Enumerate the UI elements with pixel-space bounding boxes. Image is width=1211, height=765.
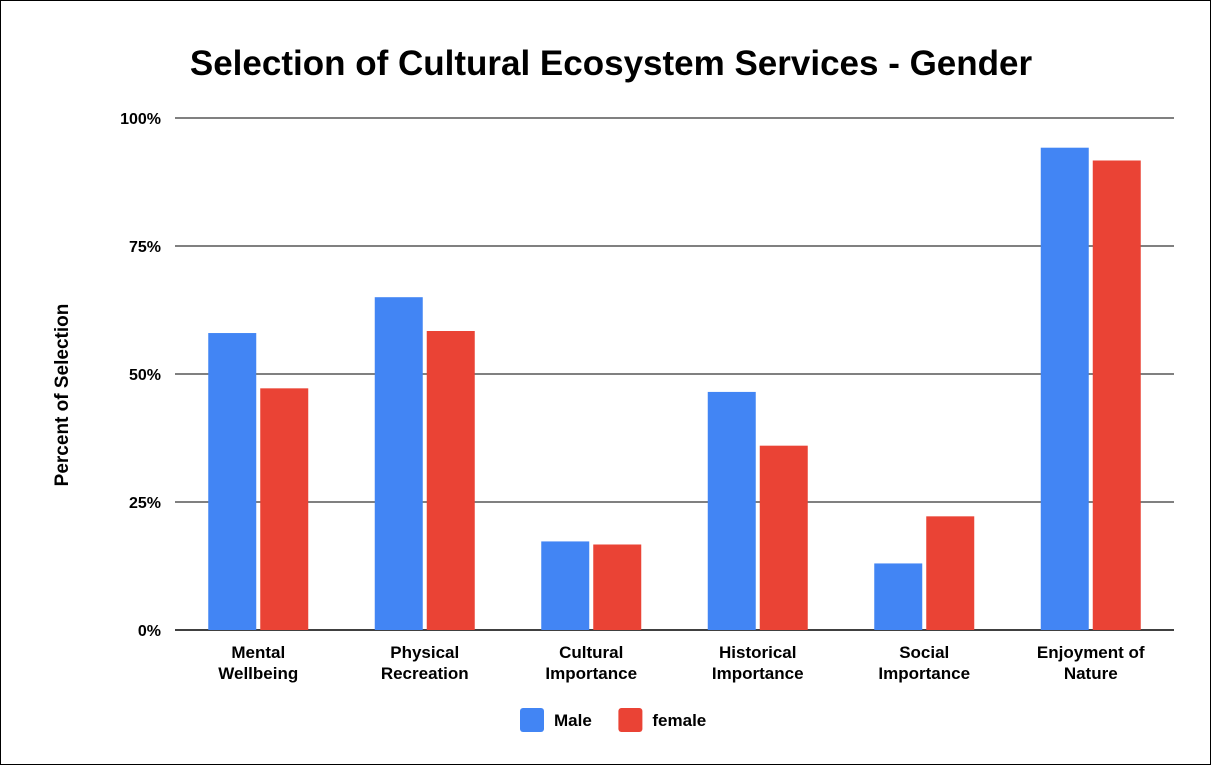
category-label: Importance [712,664,804,683]
bar-male [208,333,257,630]
bar-male [374,297,423,630]
bar-female [759,445,808,630]
bar-male [1040,147,1089,631]
bars [208,147,1141,631]
legend-label-male: Male [554,711,592,730]
category-label: Social [899,643,949,662]
bar-female [1092,160,1141,630]
x-axis-categories: Mental Wellbeing Physical Recreation Cultura… [218,643,1145,683]
bar-male [874,563,923,630]
bar-female [260,388,309,630]
bar-male [707,391,756,630]
category-label: Importance [545,664,637,683]
gridlines [175,117,1174,631]
y-axis-ticks: 0% 25% 50% 75% 100% [120,111,161,640]
y-tick-label: 50% [129,367,161,384]
bar-female [926,516,975,630]
legend-swatch-male [520,708,544,732]
y-tick-label: 100% [120,111,161,128]
bar-female [593,544,642,630]
category-label: Historical [719,643,796,662]
category-label: Wellbeing [218,664,298,683]
y-tick-label: 75% [129,239,161,256]
category-label: Nature [1064,664,1118,683]
category-label: Enjoyment of [1037,643,1145,662]
y-axis-label: Percent of Selection [52,304,73,487]
category-label: Mental [231,643,285,662]
category-label: Importance [878,664,970,683]
bar-male [541,541,590,630]
category-label: Physical [390,643,459,662]
chart-title: Selection of Cultural Ecosystem Services… [190,44,1033,83]
y-tick-label: 25% [129,495,161,512]
category-label: Cultural [559,643,623,662]
category-label: Recreation [381,664,469,683]
legend-swatch-female [618,708,643,732]
y-tick-label: 0% [138,623,161,640]
bar-female [426,330,475,630]
legend-label-female: female [652,711,706,730]
legend: Male female [520,708,706,732]
